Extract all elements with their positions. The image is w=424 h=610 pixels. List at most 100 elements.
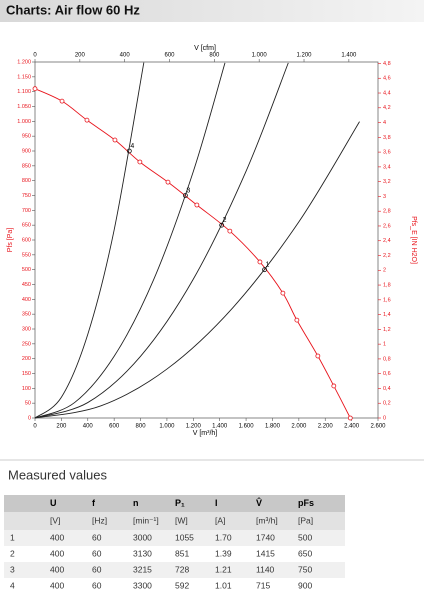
y-tick-label: 650	[22, 223, 31, 229]
table-cell: 3215	[133, 564, 152, 574]
curve-marker	[315, 353, 321, 359]
y2-tick-label: 3,6	[383, 150, 391, 156]
header-bar	[0, 0, 424, 22]
curve	[34, 121, 360, 419]
x2-tick-label: 1.400	[341, 53, 357, 59]
operating-point	[182, 193, 188, 198]
y2-tick-label: 0	[383, 415, 386, 421]
table-cell: 1740	[256, 532, 275, 542]
table-cell: 400	[50, 564, 64, 574]
y-tick-label: 550	[22, 252, 31, 258]
operating-point-label: 4	[130, 143, 134, 150]
x-tick-label: 200	[56, 424, 67, 430]
table-cell: 650	[298, 548, 312, 558]
y2-tick-label: 3	[383, 194, 386, 200]
x2-tick-label: 600	[165, 53, 176, 59]
curve	[34, 62, 289, 419]
y-tick-label: 50	[25, 401, 31, 407]
table-header-cell: V̂	[256, 497, 262, 508]
table-row-bg	[4, 562, 345, 578]
y-tick-label: 300	[22, 326, 31, 332]
table-cell: 1415	[256, 548, 275, 558]
curve-marker	[32, 86, 38, 92]
table-cell: 3	[10, 564, 15, 574]
table-cell: 851	[175, 548, 189, 558]
table-cell: 715	[256, 580, 270, 590]
y2-tick-label: 2,4	[383, 238, 391, 244]
y2-tick-label: 2	[383, 268, 386, 274]
curve-marker	[194, 202, 200, 208]
table-header-cell: I	[215, 498, 218, 508]
y-tick-label: 800	[22, 178, 31, 184]
y-tick-label: 1.000	[17, 119, 31, 125]
y-tick-label: 900	[22, 148, 31, 154]
y-tick-label: 350	[22, 312, 31, 318]
curve-marker	[165, 179, 171, 185]
y2-tick-label: 2,2	[383, 253, 391, 259]
operating-point-label: 3	[186, 187, 190, 194]
table-header-cell: U	[50, 498, 57, 508]
y-tick-label: 400	[22, 297, 31, 303]
table-unit-cell: [W]	[175, 515, 188, 525]
table-cell: 900	[298, 580, 312, 590]
table-cell: 60	[92, 532, 102, 542]
y2-tick-label: 0,4	[383, 386, 391, 392]
table-unit-cell: [min⁻¹]	[133, 515, 159, 525]
operating-point	[219, 222, 225, 228]
chart-title: Charts: Air flow 60 Hz	[6, 2, 140, 17]
y2-tick-label: 1,6	[383, 297, 391, 303]
y2-tick-label: 0,8	[383, 356, 391, 362]
table-cell: 750	[298, 564, 312, 574]
y2-tick-label: 2,8	[383, 209, 391, 215]
x-tick-label: 2.400	[344, 424, 360, 430]
x-tick-label: 1.800	[265, 424, 281, 430]
curve	[34, 88, 351, 419]
table-cell: 1	[10, 532, 15, 542]
table-cell: 3130	[133, 548, 152, 558]
y2-tick-label: 4,2	[383, 105, 391, 111]
table-row-bg	[4, 495, 345, 512]
y-tick-label: 1.050	[17, 104, 31, 110]
table-cell: 400	[50, 580, 64, 590]
table-cell: 400	[50, 532, 64, 542]
operating-point-label: 2	[223, 217, 227, 224]
y-tick-label: 250	[22, 341, 31, 347]
table-header-cell: n	[133, 498, 139, 508]
curve-marker	[59, 98, 65, 104]
table-cell: 60	[92, 564, 102, 574]
y2-tick-label: 1	[383, 342, 386, 348]
curve-marker	[294, 317, 300, 323]
table-cell: 1.01	[215, 580, 232, 590]
table-cell: 1.39	[215, 548, 232, 558]
table-cell: 592	[175, 580, 189, 590]
curve-marker	[331, 383, 337, 389]
y2-tick-label: 4	[383, 120, 386, 126]
x-tick-label: 1.400	[212, 424, 228, 430]
curve-marker	[280, 290, 286, 296]
table-row-bg	[4, 530, 345, 546]
x-axis-label: V [m³/h]	[193, 430, 218, 437]
y-tick-label: 1.150	[17, 74, 31, 80]
x2-tick-label: 1.000	[252, 53, 268, 59]
curve-marker	[112, 137, 118, 143]
table-header-cell: P₁	[175, 498, 185, 508]
curve	[34, 62, 145, 419]
y2-tick-label: 4,6	[383, 76, 391, 82]
x2-tick-label: 1.200	[297, 53, 313, 59]
curve	[34, 62, 226, 419]
table-row-bg	[4, 578, 345, 594]
y-tick-label: 950	[22, 134, 31, 140]
curve-marker	[347, 415, 353, 421]
operating-point-label: 1	[266, 262, 270, 269]
table-title: Measured values	[8, 467, 107, 482]
table-unit-cell: [A]	[215, 515, 225, 525]
table-cell: 1140	[256, 564, 275, 574]
y2-tick-label: 1,8	[383, 283, 391, 289]
curve-marker	[227, 228, 233, 234]
table-cell: 3000	[133, 532, 152, 542]
y2-tick-label: 2,6	[383, 223, 391, 229]
table-cell: 60	[92, 548, 102, 558]
y-tick-label: 0	[28, 415, 31, 421]
